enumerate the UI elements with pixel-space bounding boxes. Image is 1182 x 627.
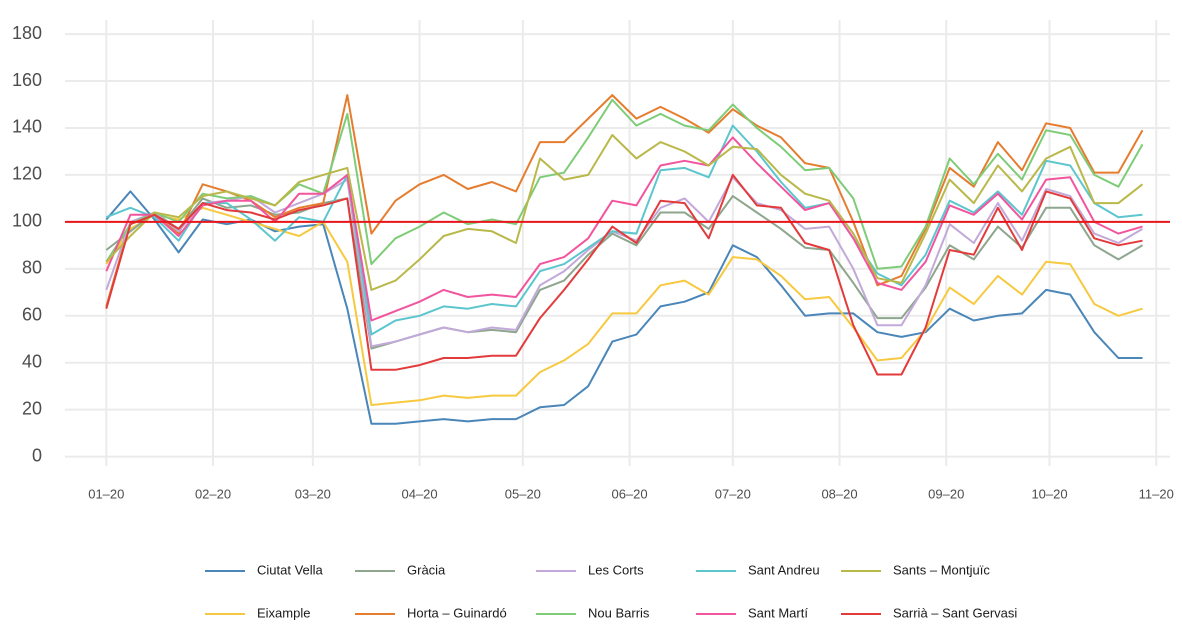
x-tick-label: 03–20 [295, 486, 331, 501]
x-tick-label: 04–20 [401, 486, 437, 501]
y-tick-label: 160 [12, 70, 42, 90]
y-tick-label: 80 [22, 258, 42, 278]
legend-label: Les Corts [588, 562, 644, 577]
y-tick-label: 100 [12, 211, 42, 231]
series-line [105, 173, 1143, 376]
x-tick-label: 01–20 [88, 486, 124, 501]
x-tick-label: 05–20 [505, 486, 541, 501]
series-line [105, 134, 1144, 291]
series-line [105, 206, 1143, 406]
legend-label: Eixample [257, 605, 310, 620]
x-tick-label: 02–20 [195, 486, 231, 501]
legend-label: Sant Martí [748, 605, 808, 620]
x-tick-label: 08–20 [821, 486, 857, 501]
legend-label: Ciutat Vella [257, 562, 324, 577]
x-tick-label: 06–20 [611, 486, 647, 501]
x-tick-label: 09–20 [928, 486, 964, 501]
y-tick-label: 20 [22, 398, 42, 418]
series-line [105, 124, 1143, 336]
x-tick-label: 07–20 [715, 486, 751, 501]
y-tick-label: 60 [22, 305, 42, 325]
legend-label: Nou Barris [588, 605, 650, 620]
x-tick-label: 10–20 [1031, 486, 1067, 501]
series-line [105, 190, 1143, 425]
legend-label: Sarrià – Sant Gervasi [893, 605, 1017, 620]
y-tick-label: 140 [12, 117, 42, 137]
y-tick-label: 120 [12, 164, 42, 184]
legend-label: Sants – Montjuïc [893, 562, 990, 577]
y-tick-label: 40 [22, 351, 42, 371]
series-line [105, 98, 1144, 270]
x-tick-label: 11–20 [1139, 486, 1174, 501]
legend-label: Gràcia [407, 562, 446, 577]
legend-label: Horta – Guinardó [407, 605, 507, 620]
series-line [105, 94, 1144, 307]
y-tick-label: 0 [32, 445, 42, 465]
series-line [105, 195, 1144, 350]
y-tick-label: 180 [12, 23, 42, 43]
legend-label: Sant Andreu [748, 562, 820, 577]
